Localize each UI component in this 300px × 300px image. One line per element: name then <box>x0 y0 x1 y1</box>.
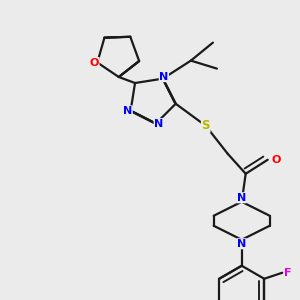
Text: N: N <box>123 106 132 116</box>
Text: S: S <box>202 119 210 132</box>
Text: N: N <box>159 72 169 82</box>
Text: N: N <box>237 193 246 203</box>
Text: N: N <box>154 119 164 129</box>
Text: F: F <box>284 268 292 278</box>
Text: N: N <box>237 239 246 249</box>
Text: O: O <box>271 155 281 165</box>
Text: O: O <box>90 58 99 68</box>
